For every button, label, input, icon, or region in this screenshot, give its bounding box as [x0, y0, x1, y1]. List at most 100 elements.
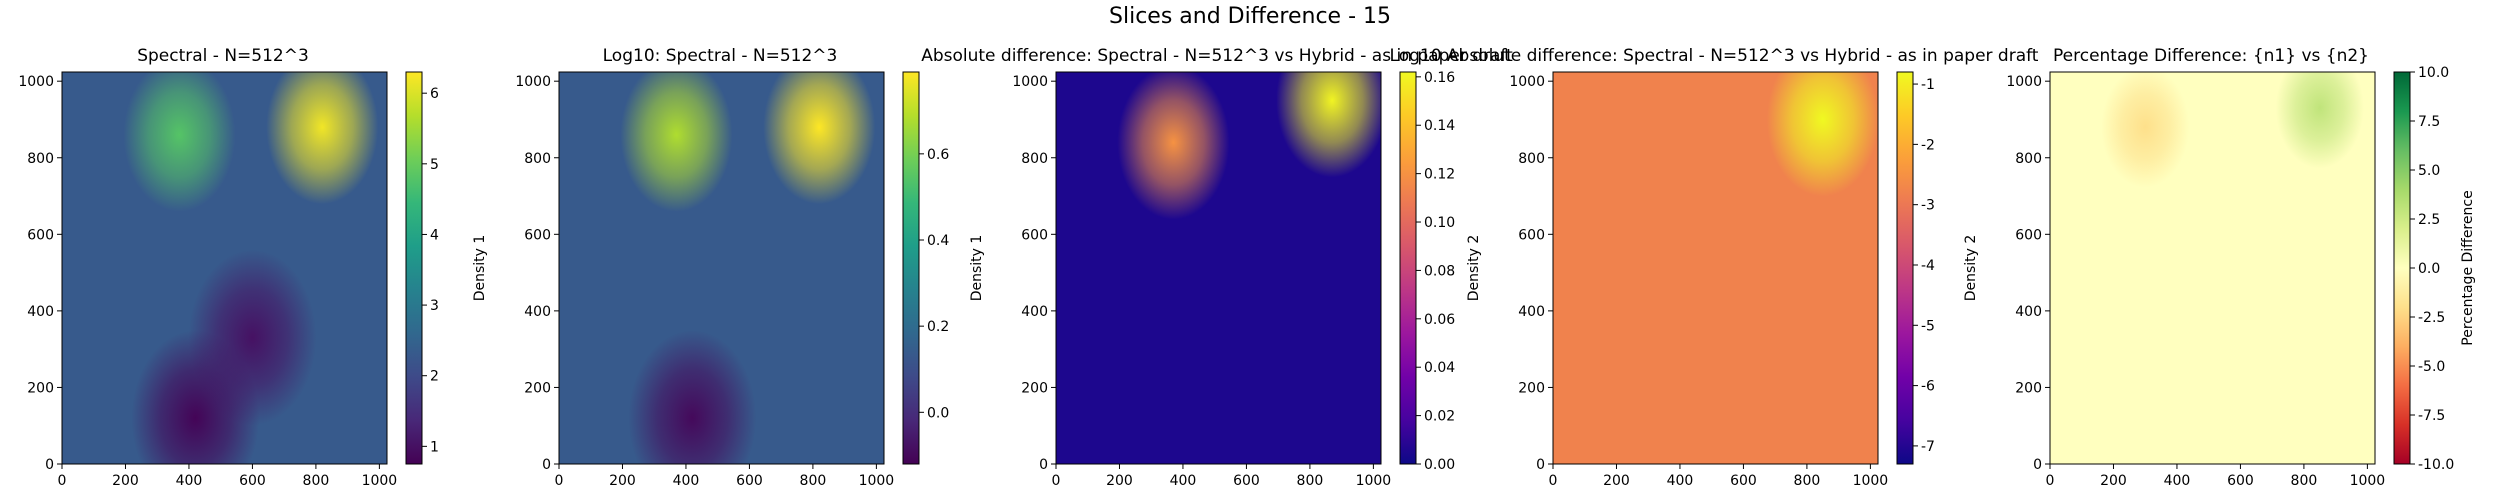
- panel-4-title: Log10 Absolute difference: Spectral - N=…: [1389, 46, 2039, 66]
- x-tick-label: 200: [112, 473, 139, 489]
- y-tick-label: 1000: [18, 74, 54, 90]
- x-tick-label: 0: [1549, 473, 1558, 489]
- colorbar: [2393, 71, 2411, 465]
- heatmap-feature-peak: [620, 72, 733, 212]
- x-tick-label: 0: [2046, 473, 2055, 489]
- colorbar-tick-label: -5: [1921, 318, 1935, 334]
- y-tick-label: 600: [1518, 227, 1545, 243]
- x-tick-label: 800: [1794, 473, 1821, 489]
- colorbar-label: Density 1: [472, 235, 488, 302]
- y-tick-label: 400: [1518, 304, 1545, 320]
- colorbar-tick-label: 10.0: [2418, 65, 2449, 81]
- heatmap-feature-min: [628, 330, 757, 464]
- colorbar: [1399, 71, 1417, 465]
- y-tick-label: 200: [27, 380, 54, 396]
- y-tick-label: 600: [2015, 227, 2042, 243]
- x-tick-label: 400: [2164, 473, 2191, 489]
- x-tick-label: 0: [555, 473, 564, 489]
- heatmap-panel-2: [559, 72, 884, 464]
- panel-3-title: Absolute difference: Spectral - N=512^3 …: [921, 46, 1513, 66]
- colorbar-tick-label: -7.5: [2418, 408, 2445, 424]
- colorbar-tick-label: 0.08: [1424, 263, 1455, 279]
- y-tick-label: 800: [2015, 151, 2042, 167]
- y-tick-label: 800: [27, 151, 54, 167]
- heatmap-feature-peak: [763, 72, 876, 205]
- colorbar: [1896, 71, 1914, 465]
- y-tick-label: 0: [1536, 457, 1545, 473]
- y-tick-label: 400: [1021, 304, 1048, 320]
- x-tick-label: 1000: [859, 473, 895, 489]
- colorbar-tick-label: 7.5: [2418, 114, 2440, 130]
- colorbar-tick-label: 2.5: [2418, 212, 2440, 228]
- colorbar-tick-label: 0.02: [1424, 409, 1455, 425]
- colorbar-tick-label: -7: [1921, 439, 1935, 455]
- x-tick-label: 800: [2291, 473, 2318, 489]
- colorbar: [902, 71, 920, 465]
- x-tick-label: 0: [58, 473, 67, 489]
- colorbar-tick-label: -10.0: [2418, 457, 2454, 473]
- y-tick-label: 200: [1518, 380, 1545, 396]
- colorbar-tick-label: -2: [1921, 137, 1935, 153]
- colorbar-tick-label: 0.0: [2418, 261, 2440, 277]
- y-tick-label: 1000: [1509, 74, 1545, 90]
- colorbar-label: Percentage Difference: [2460, 190, 2476, 345]
- colorbar-tick-label: 5: [430, 157, 439, 173]
- colorbar-tick-label: 6: [430, 86, 439, 102]
- x-tick-label: 800: [1297, 473, 1324, 489]
- heatmap-feature-peak: [1117, 72, 1230, 220]
- x-tick-label: 1000: [362, 473, 398, 489]
- heatmap-feature-peak: [1276, 72, 1381, 178]
- heatmap-feature-peak: [1766, 72, 1878, 197]
- y-tick-label: 0: [542, 457, 551, 473]
- heatmap-feature-peak: [266, 72, 379, 205]
- x-tick-label: 600: [736, 473, 763, 489]
- colorbar-tick-label: -3: [1921, 198, 1935, 214]
- y-tick-label: 400: [27, 304, 54, 320]
- axes-frame: [1055, 71, 1382, 465]
- heatmap-panel-1: [62, 72, 387, 464]
- colorbar-tick-label: 1: [430, 439, 439, 455]
- colorbar-tick-label: -5.0: [2418, 359, 2445, 375]
- x-tick-label: 400: [1170, 473, 1197, 489]
- x-tick-label: 800: [303, 473, 330, 489]
- colorbar-tick-label: -1: [1921, 77, 1935, 93]
- x-tick-label: 1000: [1356, 473, 1392, 489]
- colorbar-tick-label: -6: [1921, 379, 1935, 395]
- x-tick-label: 600: [1730, 473, 1757, 489]
- heatmap-feature-patch: [2275, 72, 2364, 169]
- x-tick-label: 1000: [1853, 473, 1889, 489]
- colorbar-tick-label: 3: [430, 298, 439, 314]
- figure-suptitle: Slices and Difference - 15: [1109, 4, 1391, 29]
- colorbar-tick-label: 0.16: [1424, 70, 1455, 86]
- colorbar-tick-label: 0.14: [1424, 118, 1455, 134]
- y-tick-label: 600: [27, 227, 54, 243]
- axes-frame: [61, 71, 388, 465]
- x-tick-label: 600: [239, 473, 266, 489]
- colorbar-tick-label: 5.0: [2418, 163, 2440, 179]
- y-tick-label: 800: [1518, 151, 1545, 167]
- colorbar-tick-label: 2: [430, 369, 439, 385]
- panel-1-title: Spectral - N=512^3: [137, 46, 309, 66]
- colorbar-label: Density 2: [1963, 235, 1979, 302]
- x-tick-label: 200: [1106, 473, 1133, 489]
- colorbar-tick-label: 0.10: [1424, 215, 1455, 231]
- axes-frame: [558, 71, 885, 465]
- y-tick-label: 1000: [515, 74, 551, 90]
- x-tick-label: 800: [800, 473, 827, 489]
- colorbar-tick-label: 0.0: [927, 405, 949, 421]
- colorbar-label: Density 1: [969, 235, 985, 302]
- heatmap-panel-5: [2050, 72, 2375, 464]
- x-tick-label: 0: [1052, 473, 1061, 489]
- colorbar-tick-label: 0.06: [1424, 312, 1455, 328]
- y-tick-label: 0: [45, 457, 54, 473]
- y-tick-label: 800: [1021, 151, 1048, 167]
- colorbar-tick-label: 0.00: [1424, 457, 1455, 473]
- colorbar-tick-label: 0.2: [927, 319, 949, 335]
- y-tick-label: 200: [1021, 380, 1048, 396]
- heatmap-panel-3: [1056, 72, 1381, 464]
- x-tick-label: 200: [609, 473, 636, 489]
- x-tick-label: 400: [673, 473, 700, 489]
- panel-5-title: Percentage Difference: {n1} vs {n2}: [2053, 46, 2369, 66]
- colorbar-tick-label: 4: [430, 227, 439, 243]
